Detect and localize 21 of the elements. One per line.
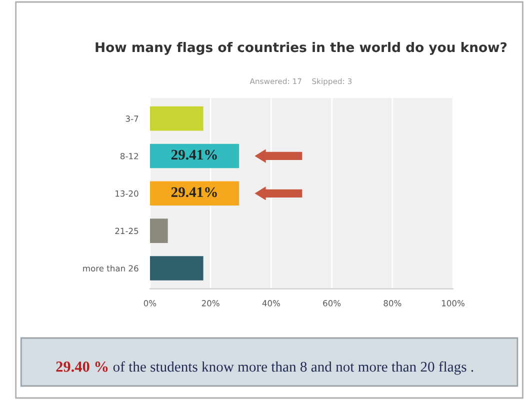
x-tick-label: 100% [442, 300, 464, 306]
bar [150, 181, 240, 206]
bar [150, 256, 204, 280]
y-tick-label: 13-20 [116, 190, 138, 197]
x-tick-label: 80% [384, 300, 402, 306]
bar [150, 144, 240, 168]
y-tick-label: 8-12 [120, 152, 138, 160]
data-label: 29.41% [171, 187, 217, 198]
y-tick-label: more than 26 [83, 265, 138, 272]
x-tick-label: 40% [262, 300, 280, 306]
bar [150, 106, 204, 131]
text: of the students know more than 8 and not more than 20 flags . [113, 361, 474, 375]
text: 29.40 % [56, 362, 108, 372]
y-tick-label: 21-25 [115, 228, 138, 234]
x-tick-label: 20% [202, 300, 220, 306]
y-tick-label: 3-7 [126, 116, 138, 122]
bar [150, 218, 168, 243]
x-tick-label: 0% [144, 300, 156, 306]
data-label: 29.41% [171, 150, 217, 160]
x-tick-label: 60% [323, 300, 341, 306]
chart-title: How many flags of countries in the world do you know? [96, 42, 507, 55]
